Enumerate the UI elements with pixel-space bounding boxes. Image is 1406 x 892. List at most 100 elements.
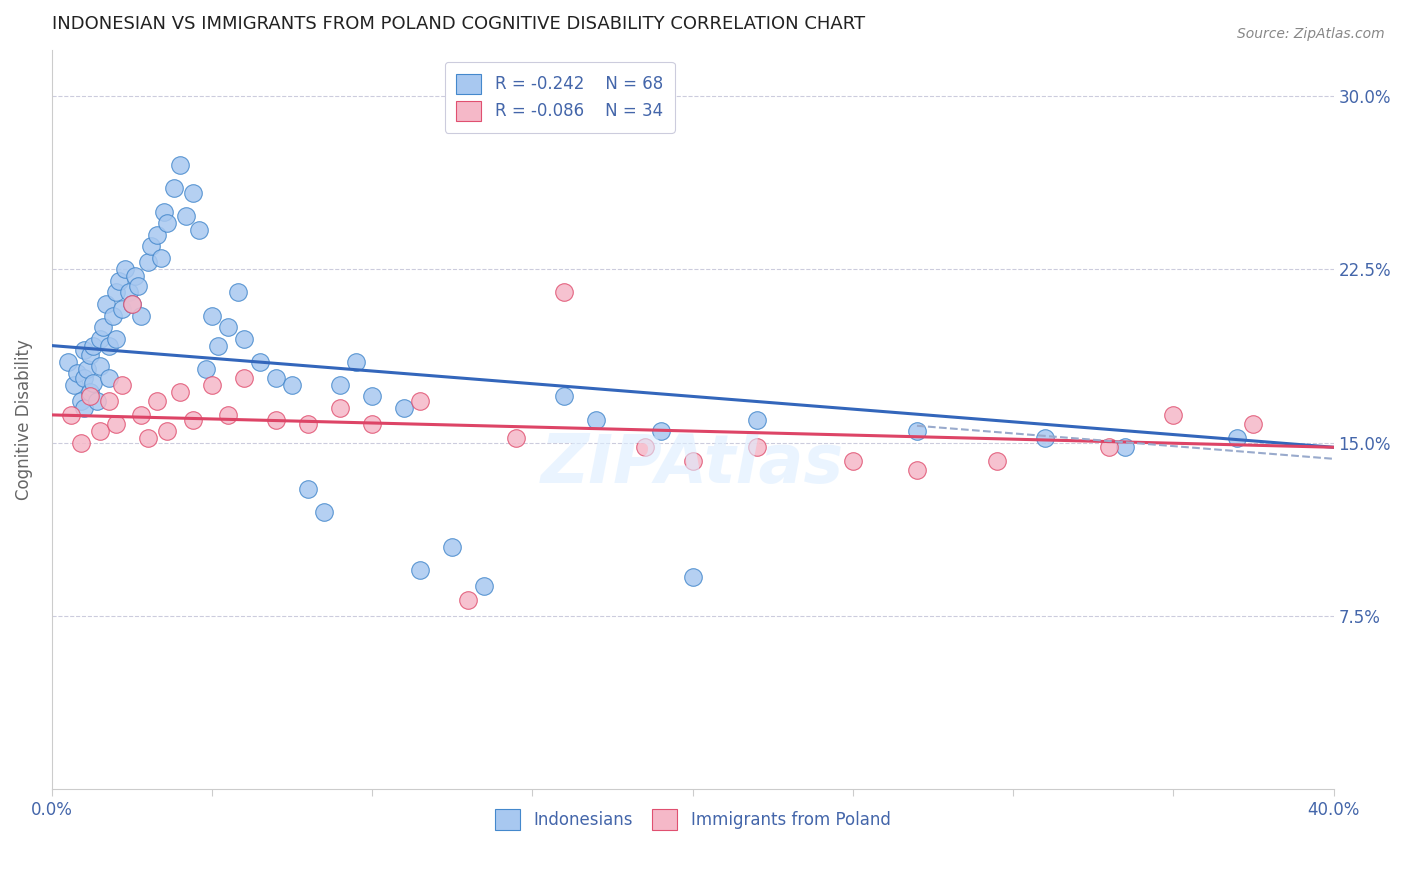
Point (104, 332, 127, 346)
Point (111, 377, 134, 392)
Point (118, 285, 141, 300)
Point (264, 412, 287, 426)
Point (69, 435, 91, 450)
Point (329, 401, 352, 415)
Point (98, 338, 121, 352)
Point (156, 424, 179, 438)
Point (1241, 417, 1264, 432)
Point (176, 209, 198, 223)
Point (66, 367, 89, 381)
Point (136, 255, 159, 269)
Point (264, 371, 287, 385)
Point (56, 355, 79, 369)
Point (131, 408, 153, 422)
Point (169, 158, 191, 172)
Point (201, 377, 224, 392)
Point (89, 359, 111, 374)
Point (842, 454, 865, 468)
Point (344, 355, 367, 369)
Point (409, 563, 432, 577)
Point (121, 297, 143, 311)
Point (169, 384, 191, 399)
Point (127, 278, 149, 293)
Point (905, 424, 928, 438)
Point (114, 262, 136, 277)
Point (63, 377, 86, 392)
Point (314, 505, 336, 519)
Point (745, 440, 768, 454)
Point (139, 239, 162, 253)
Y-axis label: Cognitive Disability: Cognitive Disability (15, 339, 32, 500)
Point (121, 297, 143, 311)
Point (1226, 431, 1249, 445)
Point (111, 301, 134, 316)
Point (188, 223, 211, 237)
Point (86, 394, 108, 409)
Point (73, 371, 96, 385)
Point (59, 408, 82, 422)
Point (89, 332, 111, 346)
Point (104, 285, 127, 300)
Point (553, 285, 575, 300)
Point (79, 384, 101, 399)
Point (79, 348, 101, 362)
Point (297, 417, 319, 432)
Point (226, 285, 249, 300)
Point (217, 408, 239, 422)
Point (146, 394, 169, 409)
Point (156, 216, 179, 230)
Point (104, 417, 127, 432)
Legend: Indonesians, Immigrants from Poland: Indonesians, Immigrants from Poland (488, 803, 897, 837)
Point (98, 394, 121, 409)
Point (146, 227, 169, 242)
Point (82, 376, 104, 390)
Point (682, 569, 704, 583)
Point (553, 389, 575, 403)
Point (745, 412, 768, 426)
Point (409, 394, 432, 409)
Point (281, 377, 304, 392)
Point (207, 338, 229, 352)
Point (73, 343, 96, 358)
Point (1098, 440, 1121, 454)
Point (181, 412, 204, 426)
Point (79, 389, 101, 403)
Point (73, 401, 96, 415)
Point (233, 371, 256, 385)
Point (633, 440, 655, 454)
Point (650, 424, 672, 438)
Point (472, 579, 495, 593)
Point (131, 309, 153, 323)
Point (441, 540, 464, 554)
Point (108, 274, 131, 288)
Point (89, 424, 111, 438)
Point (585, 412, 607, 426)
Point (181, 186, 204, 200)
Point (361, 389, 384, 403)
Text: INDONESIAN VS IMMIGRANTS FROM POLAND COGNITIVE DISABILITY CORRELATION CHART: INDONESIAN VS IMMIGRANTS FROM POLAND COG… (52, 15, 865, 33)
Point (69, 394, 91, 409)
Point (101, 309, 124, 323)
Point (98, 371, 121, 385)
Point (96, 297, 118, 311)
Point (149, 251, 172, 265)
Point (233, 332, 256, 346)
Point (457, 592, 479, 607)
Point (361, 417, 384, 432)
Point (986, 454, 1008, 468)
Point (1161, 408, 1184, 422)
Point (76, 361, 98, 376)
Text: ZIPAtlas: ZIPAtlas (541, 431, 844, 497)
Point (249, 355, 271, 369)
Point (297, 482, 319, 496)
Text: Source: ZipAtlas.com: Source: ZipAtlas.com (1237, 27, 1385, 41)
Point (136, 431, 159, 445)
Point (505, 431, 527, 445)
Point (1114, 440, 1136, 454)
Point (329, 377, 352, 392)
Point (124, 269, 146, 284)
Point (162, 181, 184, 195)
Point (1033, 431, 1056, 445)
Point (201, 309, 224, 323)
Point (91, 320, 114, 334)
